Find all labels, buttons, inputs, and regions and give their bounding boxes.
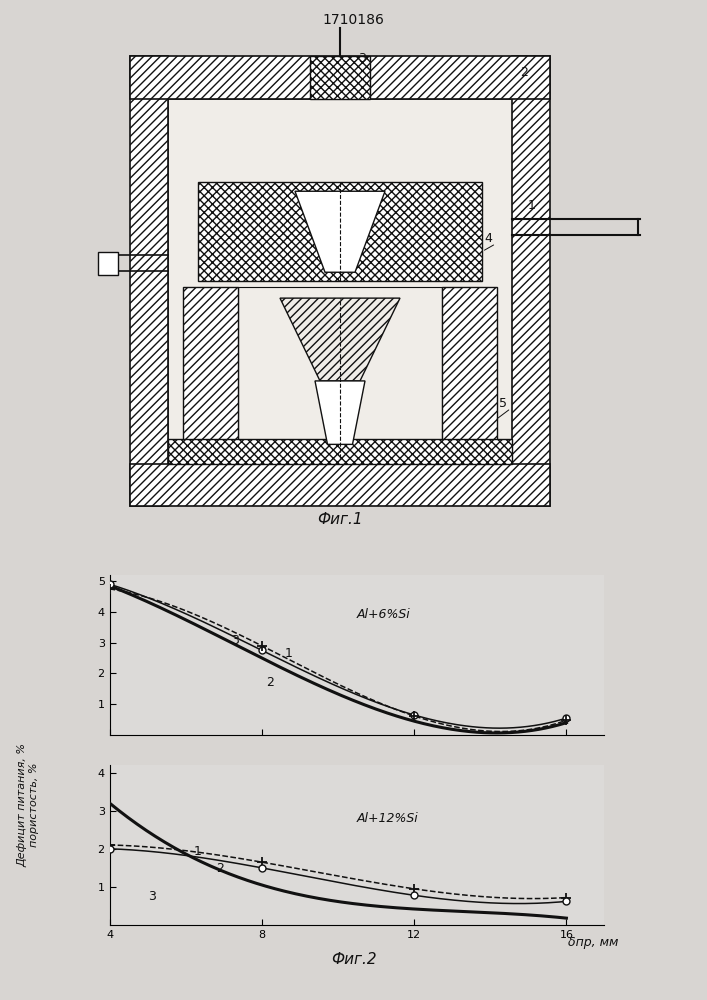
Text: 3: 3 bbox=[148, 890, 156, 903]
Bar bbox=[198, 182, 482, 281]
Polygon shape bbox=[280, 298, 400, 381]
Text: Al+12%Si: Al+12%Si bbox=[357, 812, 419, 825]
Bar bbox=[238, 287, 442, 458]
Bar bbox=[442, 287, 497, 458]
Bar bbox=[168, 99, 512, 464]
Text: 2: 2 bbox=[216, 862, 224, 875]
Text: Фиг.1: Фиг.1 bbox=[317, 512, 363, 526]
Bar bbox=[130, 56, 168, 506]
Text: 1710186: 1710186 bbox=[322, 13, 384, 27]
Text: 5: 5 bbox=[499, 397, 507, 410]
Text: 2: 2 bbox=[520, 66, 528, 80]
Bar bbox=[130, 56, 550, 99]
Polygon shape bbox=[295, 191, 385, 272]
Polygon shape bbox=[315, 381, 365, 444]
Text: Фиг.2: Фиг.2 bbox=[331, 952, 376, 967]
Text: 3: 3 bbox=[231, 634, 239, 647]
Text: 2: 2 bbox=[266, 676, 274, 689]
Bar bbox=[130, 464, 550, 506]
Text: 4: 4 bbox=[484, 232, 492, 245]
Bar bbox=[512, 56, 550, 506]
Text: 1: 1 bbox=[528, 199, 536, 212]
Text: δпр, мм: δпр, мм bbox=[568, 936, 619, 949]
Bar bbox=[168, 439, 512, 464]
Bar bbox=[310, 56, 370, 99]
Text: Al+6%Si: Al+6%Si bbox=[357, 608, 411, 621]
Text: 1: 1 bbox=[285, 647, 293, 660]
Text: Дефицит питания, %
пористость, %: Дефицит питания, % пористость, % bbox=[18, 743, 39, 867]
Bar bbox=[183, 287, 238, 458]
Bar bbox=[98, 252, 118, 274]
Text: 3: 3 bbox=[358, 52, 366, 65]
Text: 1: 1 bbox=[193, 845, 201, 858]
